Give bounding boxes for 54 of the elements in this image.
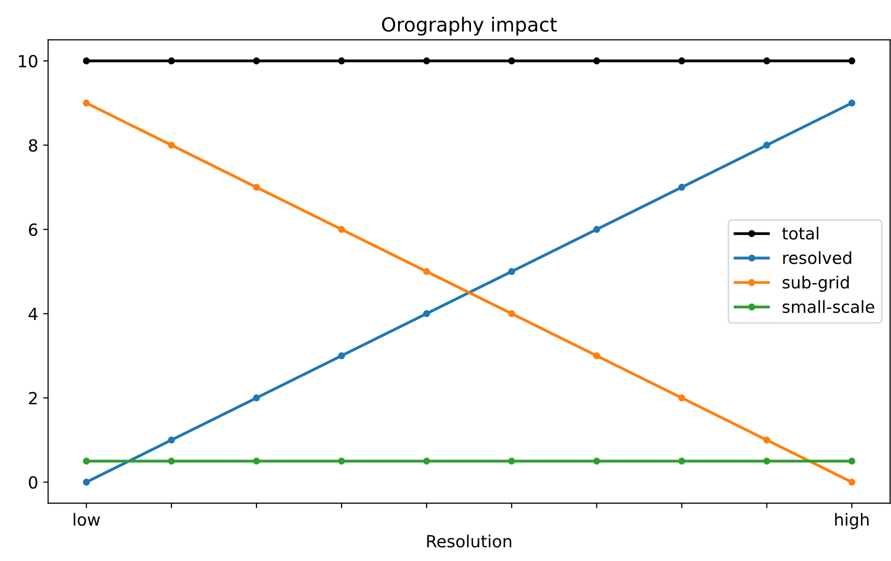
point bbox=[848, 57, 856, 64]
point bbox=[168, 458, 175, 465]
point bbox=[848, 478, 856, 486]
point bbox=[763, 436, 770, 444]
y-tick-label: 6 bbox=[28, 223, 38, 236]
point bbox=[763, 142, 770, 149]
point bbox=[82, 458, 90, 465]
point bbox=[678, 57, 686, 64]
point bbox=[338, 226, 346, 233]
point bbox=[338, 458, 346, 465]
y-tick-label: 8 bbox=[28, 139, 38, 152]
point bbox=[678, 184, 686, 191]
point bbox=[593, 352, 600, 360]
point bbox=[423, 268, 430, 275]
point bbox=[678, 458, 686, 465]
point bbox=[168, 57, 175, 64]
point bbox=[82, 57, 90, 64]
point bbox=[82, 100, 90, 106]
point bbox=[593, 226, 600, 233]
point bbox=[848, 458, 856, 465]
point bbox=[338, 352, 346, 360]
legend-label: resolved bbox=[783, 251, 852, 264]
chart-title: Orography impact bbox=[382, 16, 557, 36]
point bbox=[423, 458, 430, 465]
y-tick-label: 2 bbox=[29, 392, 37, 404]
point bbox=[338, 57, 346, 64]
x-tick-label: low bbox=[74, 512, 100, 526]
legend-label: sub-grid bbox=[782, 276, 849, 292]
point bbox=[508, 57, 516, 64]
x-axis-title: Resolution bbox=[427, 534, 512, 548]
point bbox=[168, 436, 175, 444]
point bbox=[253, 57, 260, 64]
point bbox=[763, 57, 770, 64]
y-tick-label: 10 bbox=[19, 54, 38, 68]
point bbox=[508, 268, 516, 275]
point bbox=[253, 184, 260, 191]
point bbox=[593, 57, 600, 64]
y-tick-label: 4 bbox=[28, 308, 38, 320]
point bbox=[678, 394, 686, 402]
point bbox=[423, 310, 430, 318]
point bbox=[82, 478, 90, 486]
y-tick-label: 0 bbox=[28, 476, 38, 489]
point bbox=[253, 394, 260, 402]
point bbox=[763, 458, 770, 465]
point bbox=[168, 142, 175, 149]
point bbox=[508, 458, 516, 465]
legend-label: small-scale bbox=[782, 300, 874, 314]
legend-label: total bbox=[782, 226, 818, 240]
point bbox=[423, 57, 430, 64]
point bbox=[848, 100, 856, 106]
point bbox=[253, 458, 260, 465]
x-tick-label: high bbox=[835, 512, 869, 530]
point bbox=[508, 310, 516, 318]
point bbox=[593, 458, 600, 465]
